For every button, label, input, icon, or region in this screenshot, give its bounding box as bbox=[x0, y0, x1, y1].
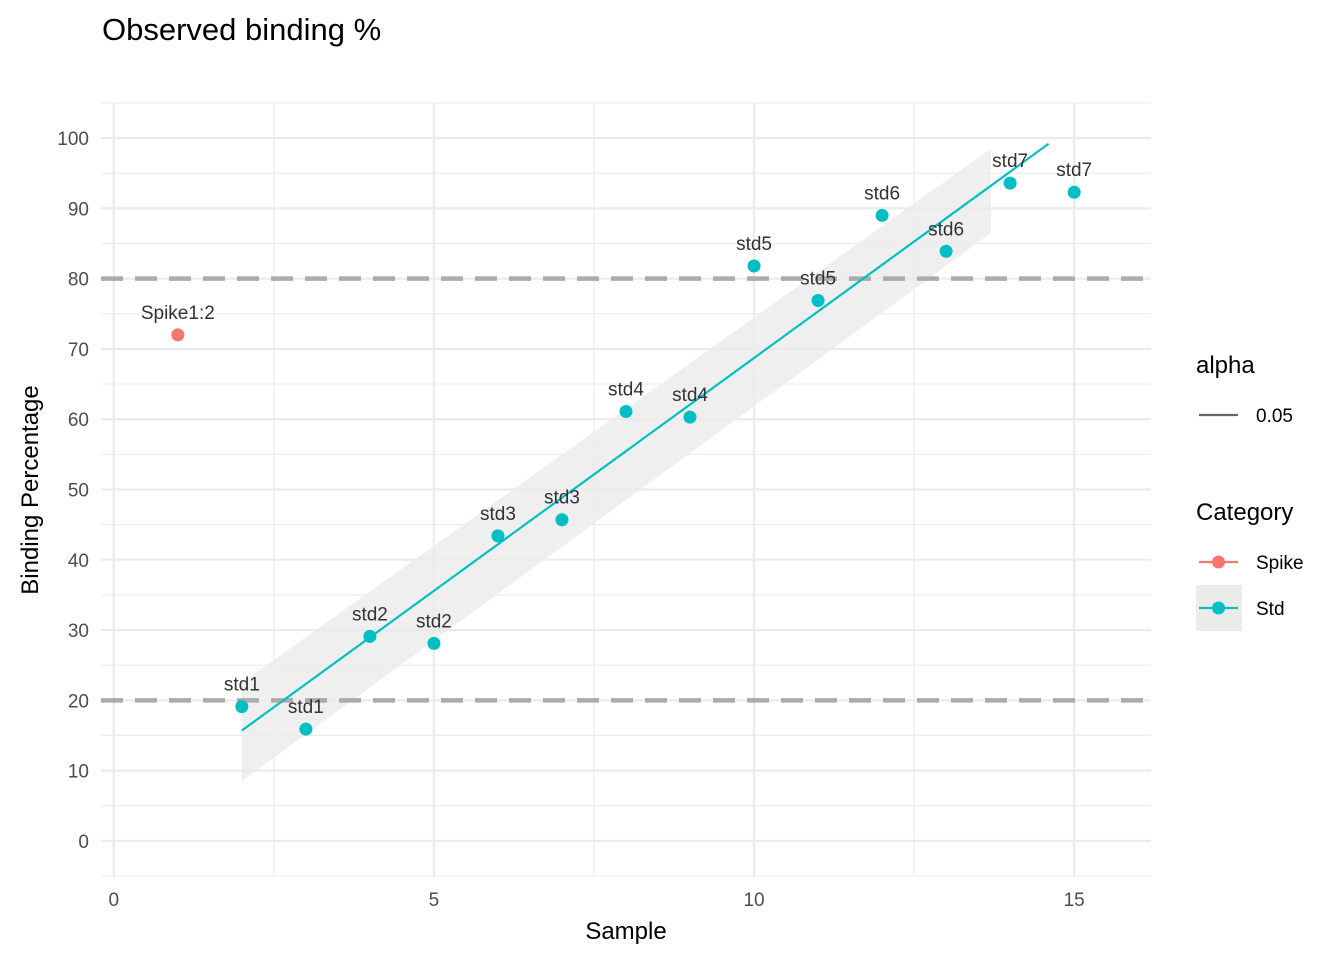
legend-category-title: Category bbox=[1196, 499, 1293, 526]
point-label: std5 bbox=[736, 234, 772, 255]
point-label: std6 bbox=[864, 183, 900, 204]
y-tick-label: 40 bbox=[68, 551, 89, 572]
data-point-std bbox=[427, 636, 441, 650]
point-label: std1 bbox=[288, 697, 324, 718]
x-axis-title: Sample bbox=[585, 918, 666, 945]
data-point-std bbox=[363, 629, 377, 643]
point-label: std3 bbox=[480, 504, 516, 525]
data-point-std bbox=[1067, 185, 1081, 199]
y-axis-title: Binding Percentage bbox=[17, 385, 44, 594]
legend-std-key-point bbox=[1212, 601, 1225, 615]
y-tick-label: 50 bbox=[68, 481, 89, 502]
y-axis-ticks: 0 10 20 30 40 50 60 70 80 90 100 bbox=[57, 129, 89, 853]
fit-line bbox=[241, 142, 1050, 732]
data-point-std bbox=[683, 410, 697, 424]
x-axis-ticks: 0 5 10 15 bbox=[109, 890, 1085, 911]
confidence-band-layer bbox=[241, 148, 991, 782]
x-tick-label: 0 bbox=[109, 890, 120, 911]
y-tick-label: 20 bbox=[68, 691, 89, 712]
legend-spike-key-point bbox=[1212, 555, 1225, 569]
point-label: std4 bbox=[608, 379, 644, 400]
data-point-std bbox=[1003, 176, 1017, 190]
confidence-band bbox=[241, 148, 991, 782]
data-point-std bbox=[811, 293, 825, 307]
legend-alpha-value: 0.05 bbox=[1256, 406, 1293, 427]
data-point-std bbox=[875, 208, 889, 222]
legend: alpha 0.05 Category Spike Std bbox=[1196, 352, 1304, 631]
data-point-std bbox=[619, 404, 633, 418]
points-layer bbox=[171, 176, 1081, 736]
point-label: std4 bbox=[672, 385, 708, 406]
legend-std-label: Std bbox=[1256, 599, 1285, 620]
data-point-std bbox=[299, 722, 313, 736]
data-point-std bbox=[491, 529, 505, 543]
y-tick-label: 70 bbox=[68, 340, 89, 361]
y-tick-label: 80 bbox=[68, 270, 89, 291]
y-tick-label: 90 bbox=[68, 199, 89, 220]
y-tick-label: 60 bbox=[68, 410, 89, 431]
x-tick-label: 10 bbox=[743, 890, 764, 911]
point-label: std6 bbox=[928, 219, 964, 240]
point-label: std3 bbox=[544, 488, 580, 509]
data-point-std bbox=[747, 259, 761, 273]
legend-alpha-title: alpha bbox=[1196, 352, 1255, 379]
fit-line-layer bbox=[241, 142, 1050, 732]
data-point-std bbox=[555, 513, 569, 527]
data-point-std bbox=[939, 244, 953, 258]
threshold-lines bbox=[101, 276, 1151, 703]
point-label: std2 bbox=[352, 604, 388, 625]
point-label: Spike1:2 bbox=[141, 303, 215, 324]
point-label: std7 bbox=[1056, 160, 1092, 181]
y-tick-label: 100 bbox=[57, 129, 89, 150]
legend-spike-label: Spike bbox=[1256, 553, 1304, 574]
x-tick-label: 15 bbox=[1064, 890, 1085, 911]
x-tick-label: 5 bbox=[429, 890, 440, 911]
data-point-std bbox=[235, 700, 249, 714]
y-tick-label: 10 bbox=[68, 762, 89, 783]
point-label: std5 bbox=[800, 268, 836, 289]
y-tick-label: 30 bbox=[68, 621, 89, 642]
point-label: std1 bbox=[224, 675, 260, 696]
point-labels-layer: Spike1:2 std1 std1 std2 std2 std3 std3 std4 std4… bbox=[141, 151, 1092, 718]
chart-title: Observed binding % bbox=[102, 12, 381, 47]
point-label: std7 bbox=[992, 151, 1028, 172]
y-tick-label: 0 bbox=[78, 832, 89, 853]
data-point-spike bbox=[171, 328, 185, 342]
point-label: std2 bbox=[416, 611, 452, 632]
